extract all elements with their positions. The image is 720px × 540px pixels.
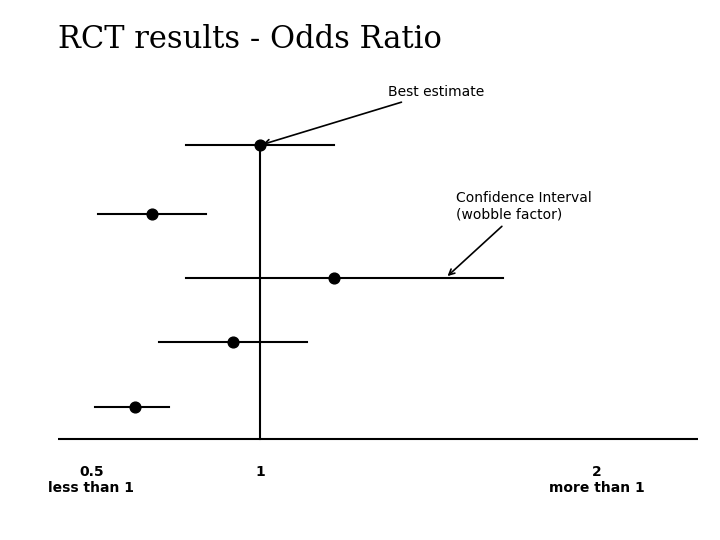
Point	[228, 338, 239, 347]
Text: Confidence Interval
(wobble factor): Confidence Interval (wobble factor)	[449, 192, 591, 275]
Point	[130, 402, 141, 411]
Text: RCT results - Odds Ratio: RCT results - Odds Ratio	[58, 24, 441, 55]
Point	[328, 274, 340, 282]
Point	[254, 141, 266, 150]
Point	[146, 210, 158, 218]
Text: Best estimate: Best estimate	[264, 85, 485, 145]
